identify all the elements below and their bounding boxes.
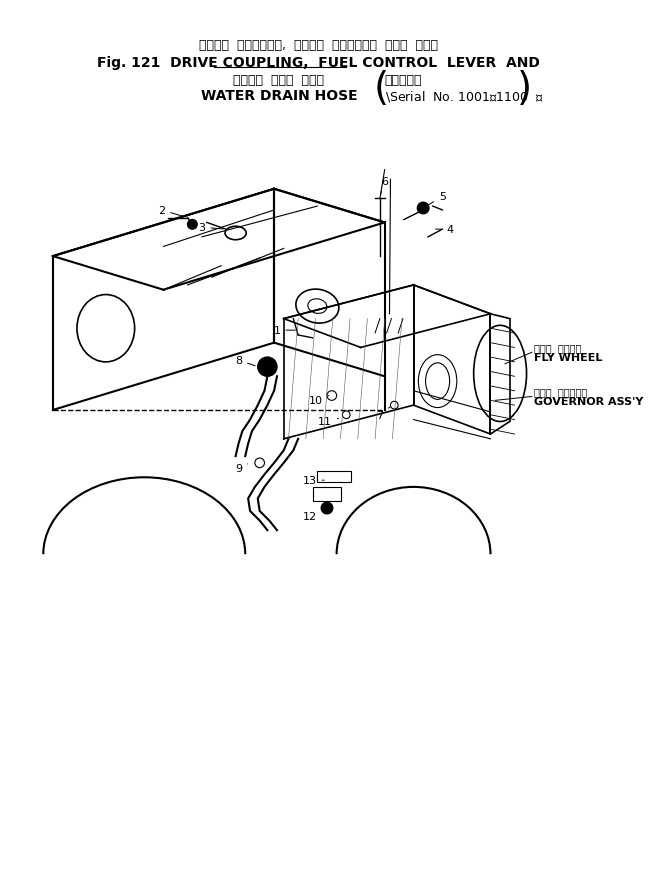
Text: 5: 5	[426, 192, 446, 208]
Text: $\backslash$Serial  No. 1001～1100  ）: $\backslash$Serial No. 1001～1100 ）	[385, 89, 544, 104]
Text: 9: 9	[235, 463, 248, 473]
Text: 2: 2	[158, 206, 185, 217]
Text: 10: 10	[308, 396, 329, 406]
Text: (: (	[373, 70, 389, 108]
Text: 1: 1	[273, 326, 295, 335]
Text: ガバナ  アセンブリ: ガバナ アセンブリ	[534, 387, 587, 396]
Circle shape	[418, 203, 429, 215]
Text: ドライブ  カップリング,  フュエル  コントロール  レバー  および: ドライブ カップリング, フュエル コントロール レバー および	[199, 39, 438, 52]
Circle shape	[321, 502, 333, 514]
Text: 4: 4	[436, 225, 453, 235]
Circle shape	[258, 358, 277, 377]
Text: 8: 8	[235, 355, 255, 367]
Text: ): )	[516, 70, 532, 108]
Text: Fig. 121  DRIVE COUPLING,  FUEL CONTROL  LEVER  AND: Fig. 121 DRIVE COUPLING, FUEL CONTROL LE…	[97, 56, 540, 70]
Text: 13: 13	[303, 475, 324, 486]
Text: 12: 12	[303, 510, 322, 521]
Text: フライ  ホィール: フライ ホィール	[534, 343, 581, 353]
Text: GOVERNOR ASS'Y: GOVERNOR ASS'Y	[534, 397, 643, 407]
Text: 7: 7	[376, 408, 390, 421]
Text: 6: 6	[381, 177, 388, 195]
Text: WATER DRAIN HOSE: WATER DRAIN HOSE	[201, 90, 357, 103]
Text: （適用号機: （適用号機	[385, 74, 422, 87]
Text: 11: 11	[318, 417, 339, 427]
Bar	[312, 488, 342, 501]
Bar	[317, 471, 351, 482]
Circle shape	[187, 220, 197, 230]
Text: FLY WHEEL: FLY WHEEL	[534, 353, 602, 362]
Text: 3: 3	[199, 223, 223, 233]
Text: ウォータ  ドレン  ホース: ウォータ ドレン ホース	[234, 74, 324, 87]
